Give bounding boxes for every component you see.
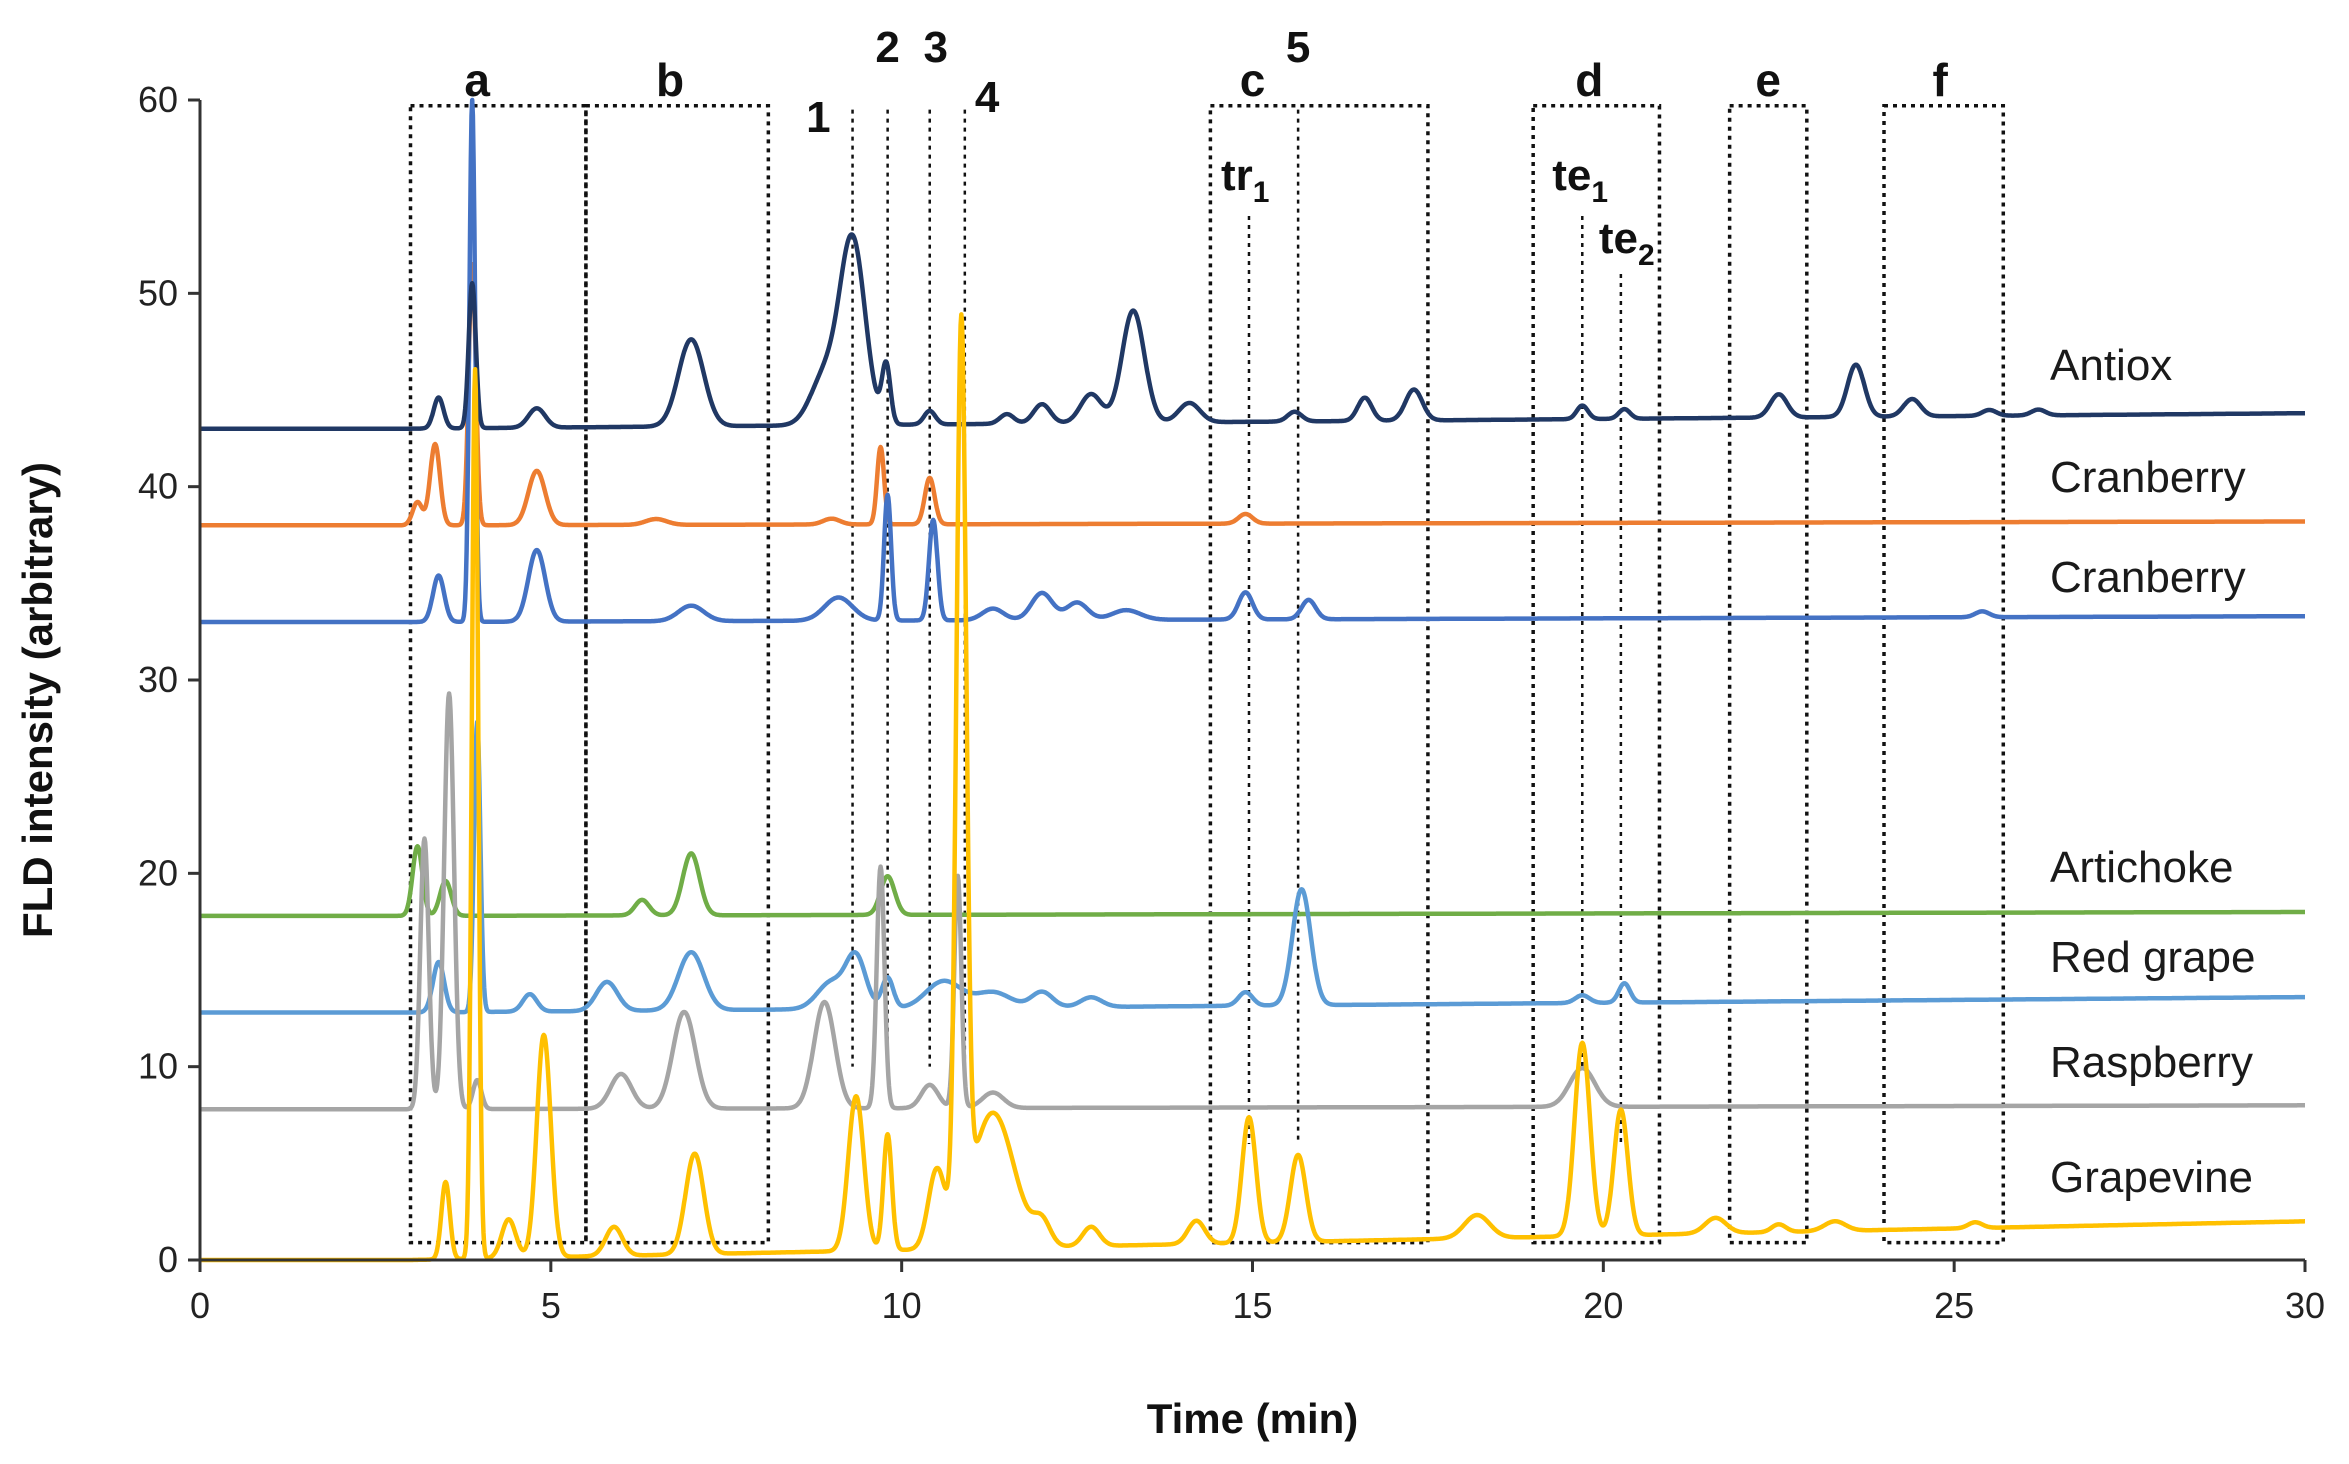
series-traces <box>198 97 2307 1263</box>
peak-label-3: 3 <box>923 23 947 72</box>
region-box-d <box>1531 104 1662 1245</box>
series-line-cranberry-1 <box>198 261 2307 528</box>
peak-label-1: 1 <box>806 93 830 142</box>
y-tick-label: 0 <box>158 1239 178 1280</box>
region-label-b: b <box>656 54 684 106</box>
series-line-grapevine-6 <box>198 312 2307 1263</box>
region-label-f: f <box>1932 54 1948 106</box>
series-label-2: Cranberry <box>2050 553 2246 602</box>
series-label-1: Cranberry <box>2050 453 2246 502</box>
region-box-b <box>584 104 771 1245</box>
region-box-e <box>1727 104 1809 1245</box>
region-label-a: a <box>464 54 490 106</box>
series-labels: Cranberry Cranberry Antiox Artichoke Red gra… <box>2050 341 2255 1202</box>
x-tick-label: 5 <box>541 1285 561 1326</box>
y-tick-label: 10 <box>138 1046 178 1087</box>
annotation-subscript: 1 <box>1253 176 1270 209</box>
y-tick-label: 40 <box>138 466 178 507</box>
y-tick-label: 50 <box>138 272 178 313</box>
region-box-c <box>1208 104 1430 1245</box>
series-line-antiox-0 <box>198 232 2307 431</box>
y-tick-label: 60 <box>138 79 178 120</box>
y-axis-title: FLD intensity (arbitrary) <box>14 462 61 938</box>
series-line-red-grape-4 <box>198 719 2307 1015</box>
series-line-raspberry-5 <box>198 691 2307 1112</box>
annotation-main-text: te <box>1552 151 1591 200</box>
series-label-4: Red grape <box>2050 933 2255 982</box>
peak-label-2: 2 <box>875 23 899 72</box>
y-tick-label: 20 <box>138 852 178 893</box>
x-tick-label: 0 <box>190 1285 210 1326</box>
x-tick-label: 25 <box>1934 1285 1974 1326</box>
annotation-subscript: 2 <box>1638 239 1655 272</box>
region-label-e: e <box>1755 54 1781 106</box>
y-tick-label: 30 <box>138 659 178 700</box>
region-label-c: c <box>1240 54 1266 106</box>
region-label-d: d <box>1575 54 1603 106</box>
series-label-6: Grapevine <box>2050 1153 2253 1202</box>
peak-label-5: 5 <box>1286 23 1310 72</box>
series-label-0: Antiox <box>2050 341 2172 390</box>
series-label-5: Raspberry <box>2050 1038 2253 1087</box>
annotation-main-text: tr <box>1221 151 1253 200</box>
series-label-3: Artichoke <box>2050 843 2233 892</box>
peak-label-4: 4 <box>975 73 1000 122</box>
annotation-main-text: te <box>1599 214 1638 263</box>
x-tick-label: 10 <box>882 1285 922 1326</box>
x-tick-label: 30 <box>2285 1285 2325 1326</box>
annotation-label-te1: te1 <box>1552 151 1608 209</box>
axes <box>198 100 2305 1262</box>
x-axis-title: Time (min) <box>1147 1395 1359 1442</box>
series-line-artichoke-3 <box>198 844 2307 919</box>
region-box-f <box>1882 104 2006 1245</box>
annotation-label-tr1: tr1 <box>1221 151 1269 209</box>
y-ticks: 0 10 20 30 40 50 60 <box>138 79 200 1280</box>
region-boxes <box>408 104 2006 1245</box>
annotation-label-te2: te2 <box>1599 214 1655 272</box>
x-tick-label: 15 <box>1232 1285 1272 1326</box>
series-line-cranberry-2 <box>198 97 2307 625</box>
x-ticks: 0 5 10 15 20 25 30 <box>190 1260 2325 1326</box>
x-tick-label: 20 <box>1583 1285 1623 1326</box>
annotation-subscript: 1 <box>1591 176 1608 209</box>
